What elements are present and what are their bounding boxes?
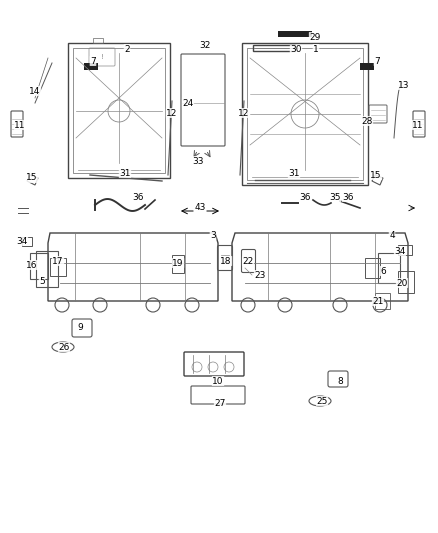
Text: 3: 3 — [210, 230, 216, 239]
Text: 15: 15 — [370, 171, 382, 180]
Text: 25: 25 — [316, 397, 328, 406]
Polygon shape — [84, 63, 98, 70]
Text: 14: 14 — [29, 86, 41, 95]
Text: 19: 19 — [172, 259, 184, 268]
Text: 16: 16 — [26, 261, 38, 270]
Text: 34: 34 — [16, 237, 28, 246]
Text: 22: 22 — [242, 256, 254, 265]
Text: 35: 35 — [329, 192, 341, 201]
Text: 30: 30 — [290, 45, 302, 54]
Text: 7: 7 — [90, 56, 96, 66]
Text: 7: 7 — [374, 56, 380, 66]
Text: 21: 21 — [372, 296, 384, 305]
Text: 31: 31 — [288, 168, 300, 177]
Text: 12: 12 — [166, 109, 178, 117]
Text: 17: 17 — [52, 256, 64, 265]
Text: 10: 10 — [212, 376, 224, 385]
Text: 13: 13 — [398, 80, 410, 90]
Text: 34: 34 — [394, 246, 406, 255]
Text: 2: 2 — [124, 44, 130, 53]
Text: 11: 11 — [14, 120, 26, 130]
Text: 9: 9 — [77, 324, 83, 333]
Text: 11: 11 — [412, 120, 424, 130]
Text: 12: 12 — [238, 109, 250, 117]
Text: 43: 43 — [194, 204, 206, 213]
Text: 29: 29 — [309, 33, 321, 42]
Text: 27: 27 — [214, 399, 226, 408]
Text: 36: 36 — [299, 192, 311, 201]
Text: !: ! — [101, 54, 103, 60]
Text: 24: 24 — [182, 99, 194, 108]
Text: 28: 28 — [361, 117, 373, 125]
Text: 8: 8 — [337, 376, 343, 385]
Text: 4: 4 — [389, 230, 395, 239]
Text: 20: 20 — [396, 279, 408, 287]
Text: 36: 36 — [342, 192, 354, 201]
Text: 18: 18 — [220, 256, 232, 265]
Text: 15: 15 — [26, 174, 38, 182]
Text: 32: 32 — [199, 41, 211, 50]
Polygon shape — [278, 31, 312, 37]
Text: 26: 26 — [58, 343, 70, 351]
Polygon shape — [360, 63, 374, 70]
Text: 36: 36 — [132, 192, 144, 201]
Text: 23: 23 — [254, 271, 266, 279]
Text: 33: 33 — [192, 157, 204, 166]
Text: 31: 31 — [119, 168, 131, 177]
Text: 6: 6 — [380, 266, 386, 276]
Text: 5: 5 — [39, 277, 45, 286]
Text: 1: 1 — [313, 44, 319, 53]
